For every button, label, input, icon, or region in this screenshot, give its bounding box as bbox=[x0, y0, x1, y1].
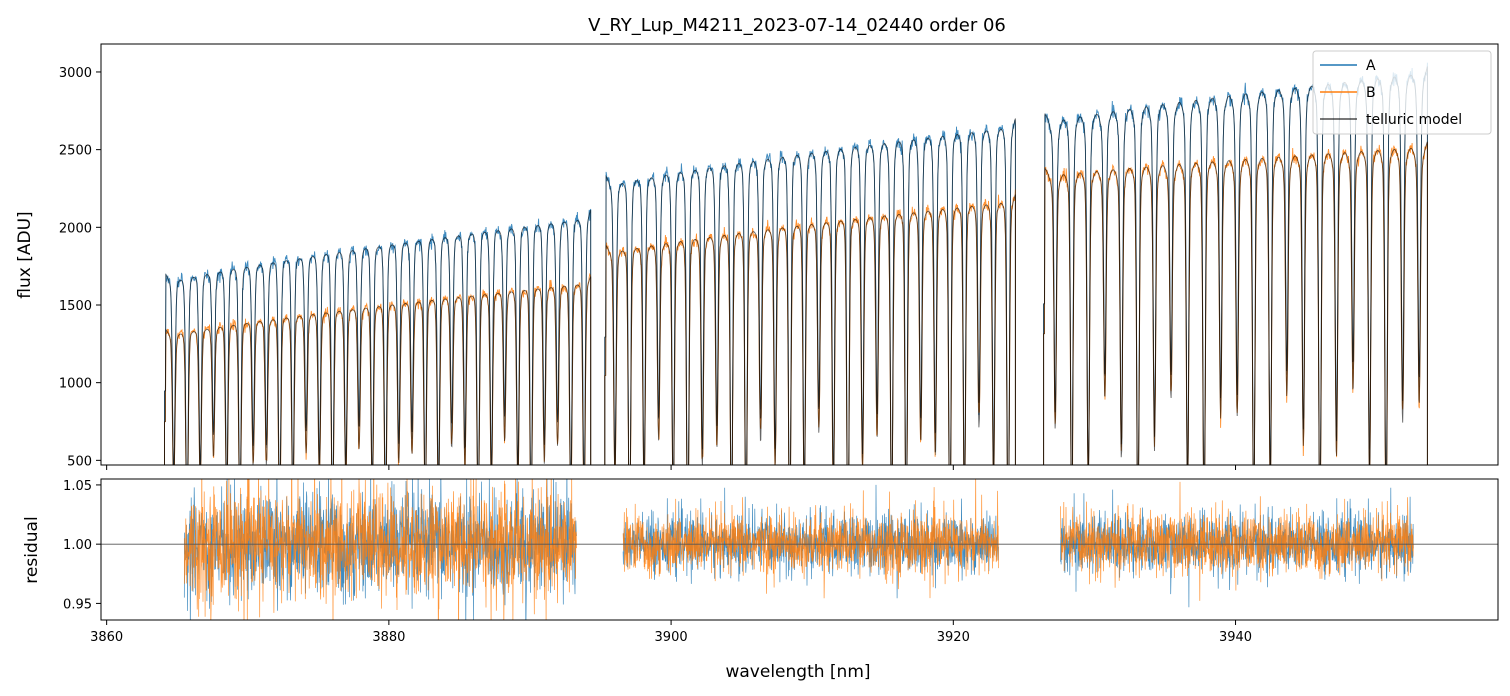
chart-title: V_RY_Lup_M4211_2023-07-14_02440 order 06 bbox=[588, 15, 1006, 36]
flux-ytick-label-1: 1000 bbox=[59, 377, 92, 392]
residual-ytick-label-0: 0.95 bbox=[63, 597, 92, 612]
residual-ytick-label-1: 1.00 bbox=[63, 538, 92, 553]
residual-xtick-label-4: 3940 bbox=[1219, 630, 1252, 645]
residual-ytick-label-2: 1.05 bbox=[63, 479, 92, 494]
x-axis-label: wavelength [nm] bbox=[725, 662, 870, 682]
flux-model-b-segment-1 bbox=[604, 194, 1016, 465]
flux-model-a-segment-0 bbox=[164, 209, 592, 465]
flux-model-a-segment-1 bbox=[604, 118, 1016, 465]
flux-series-a-segment-1 bbox=[604, 119, 1016, 465]
legend-box bbox=[1312, 50, 1492, 135]
residual-series-a-segment-1 bbox=[622, 484, 999, 599]
legend: A B telluric model bbox=[1312, 50, 1492, 135]
residual-ylabel: residual bbox=[22, 516, 42, 583]
flux-x-ticks bbox=[106, 465, 1237, 470]
flux-ytick-label-5: 3000 bbox=[59, 66, 92, 81]
residual-xtick-label-3: 3920 bbox=[937, 630, 970, 645]
flux-ylabel: flux [ADU] bbox=[15, 211, 35, 298]
legend-label-a: A bbox=[1366, 58, 1376, 74]
flux-y-ticks: 500 1000 1500 2000 2500 3000 bbox=[59, 66, 101, 469]
residual-series-b-segment-0 bbox=[183, 479, 577, 620]
residual-y-ticks: 0.95 1.00 1.05 bbox=[63, 479, 101, 612]
flux-ytick-label-3: 2000 bbox=[59, 221, 92, 236]
flux-ytick-label-4: 2500 bbox=[59, 144, 92, 159]
flux-data bbox=[164, 62, 1428, 465]
residual-series-b-segment-1 bbox=[622, 479, 999, 599]
flux-ytick-label-2: 1500 bbox=[59, 299, 92, 314]
legend-label-model: telluric model bbox=[1366, 112, 1462, 128]
flux-model-b-segment-2 bbox=[1043, 141, 1428, 465]
residual-axes-frame bbox=[100, 478, 1499, 621]
residual-xtick-label-0: 3860 bbox=[90, 630, 123, 645]
residual-panel: 0.95 1.00 1.05 3860 3880 3900 3920 3940 residu… bbox=[22, 478, 1499, 645]
flux-model-b-segment-0 bbox=[164, 276, 592, 465]
residual-data bbox=[101, 479, 1498, 620]
residual-xtick-label-2: 3900 bbox=[655, 630, 688, 645]
flux-axes-frame bbox=[100, 43, 1499, 466]
residual-x-ticks: 3860 3880 3900 3920 3940 bbox=[90, 620, 1252, 645]
flux-panel: 500 1000 1500 2000 2500 3000 flux [ADU] A B t… bbox=[15, 43, 1499, 470]
flux-ytick-label-0: 500 bbox=[67, 454, 92, 469]
legend-label-b: B bbox=[1366, 85, 1376, 101]
residual-series-b-segment-2 bbox=[1060, 481, 1414, 601]
residual-xtick-label-1: 3880 bbox=[372, 630, 405, 645]
